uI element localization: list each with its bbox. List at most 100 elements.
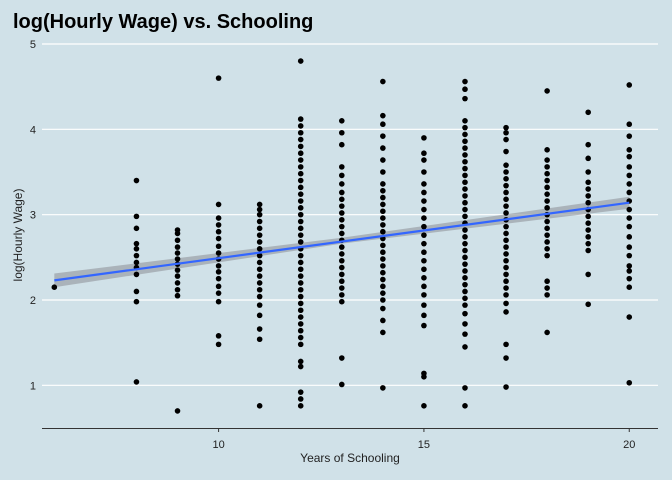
data-point: [585, 141, 591, 148]
data-point: [338, 189, 345, 196]
data-point: [626, 133, 633, 139]
data-point: [297, 129, 304, 136]
data-point: [338, 285, 345, 291]
data-point: [421, 283, 427, 290]
data-point: [421, 257, 427, 264]
data-point: [544, 147, 550, 153]
data-point: [297, 389, 304, 395]
data-point: [421, 302, 427, 308]
data-point: [462, 165, 468, 172]
data-point: [338, 278, 345, 285]
data-point: [338, 230, 345, 237]
data-point: [544, 205, 550, 211]
data-point: [215, 235, 222, 242]
data-point: [462, 302, 468, 308]
data-point: [380, 78, 386, 85]
data-point: [626, 268, 633, 274]
data-point: [297, 403, 304, 409]
chart-title: log(Hourly Wage) vs. Schooling: [13, 11, 313, 33]
data-point: [380, 121, 386, 128]
regression-line: [54, 201, 630, 282]
data-point: [503, 162, 509, 168]
data-point: [503, 278, 509, 285]
data-point: [297, 58, 304, 64]
data-point: [585, 179, 591, 186]
data-point: [544, 239, 550, 245]
data-point: [133, 177, 140, 184]
data-point: [215, 275, 222, 282]
data-point: [338, 264, 345, 271]
data-point: [503, 251, 509, 257]
data-point: [256, 246, 263, 252]
data-point: [380, 187, 386, 194]
data-point: [380, 169, 386, 175]
data-point: [297, 341, 304, 348]
data-point: [215, 283, 222, 290]
data-point: [585, 234, 591, 240]
data-point: [380, 305, 386, 312]
data-point: [338, 381, 345, 388]
data-point: [297, 191, 304, 197]
data-point: [133, 288, 140, 295]
data-point: [133, 271, 140, 278]
data-point: [626, 314, 633, 320]
data-point: [462, 240, 468, 247]
data-point: [585, 193, 591, 199]
data-point: [503, 271, 509, 278]
data-point: [462, 268, 468, 274]
data-point: [256, 218, 263, 225]
data-point: [380, 317, 386, 324]
data-point: [174, 237, 181, 244]
data-point: [297, 205, 304, 211]
data-point: [380, 297, 386, 303]
data-point: [297, 266, 304, 273]
data-point: [338, 210, 345, 216]
data-point: [503, 148, 509, 155]
data-point: [256, 206, 263, 213]
data-point: [256, 266, 263, 273]
data-point: [174, 250, 181, 256]
data-point: [174, 286, 181, 293]
data-point: [380, 385, 386, 391]
data-point: [544, 88, 550, 94]
data-point: [380, 329, 386, 336]
data-point: [297, 123, 304, 129]
data-point: [256, 403, 263, 409]
data-point: [544, 184, 550, 191]
data-point: [215, 228, 222, 235]
data-point: [256, 225, 263, 232]
data-point: [585, 220, 591, 226]
data-point: [503, 124, 509, 131]
data-point: [462, 344, 468, 350]
data-point: [462, 199, 468, 206]
data-point: [462, 261, 468, 267]
data-point: [338, 244, 345, 250]
data-point: [544, 191, 550, 197]
data-point: [174, 292, 181, 299]
data-point: [297, 150, 304, 157]
data-point: [421, 215, 427, 221]
data-point: [462, 138, 468, 145]
data-point: [174, 227, 181, 233]
data-point: [421, 157, 427, 163]
data-point: [503, 182, 509, 189]
data-point: [503, 230, 509, 237]
data-point: [380, 181, 386, 187]
data-point: [297, 177, 304, 184]
data-point: [297, 321, 304, 327]
data-point: [215, 269, 222, 275]
data-point: [256, 252, 263, 259]
data-point: [297, 164, 304, 170]
data-point: [380, 242, 386, 249]
data-point: [503, 300, 509, 307]
data-point: [215, 201, 222, 208]
data-point: [503, 136, 509, 143]
data-point: [256, 312, 263, 319]
data-point: [256, 280, 263, 286]
data-point: [585, 213, 591, 220]
data-point: [544, 177, 550, 184]
data-point: [215, 290, 222, 296]
data-point: [544, 170, 550, 177]
data-point: [256, 336, 263, 343]
data-point: [544, 225, 550, 232]
